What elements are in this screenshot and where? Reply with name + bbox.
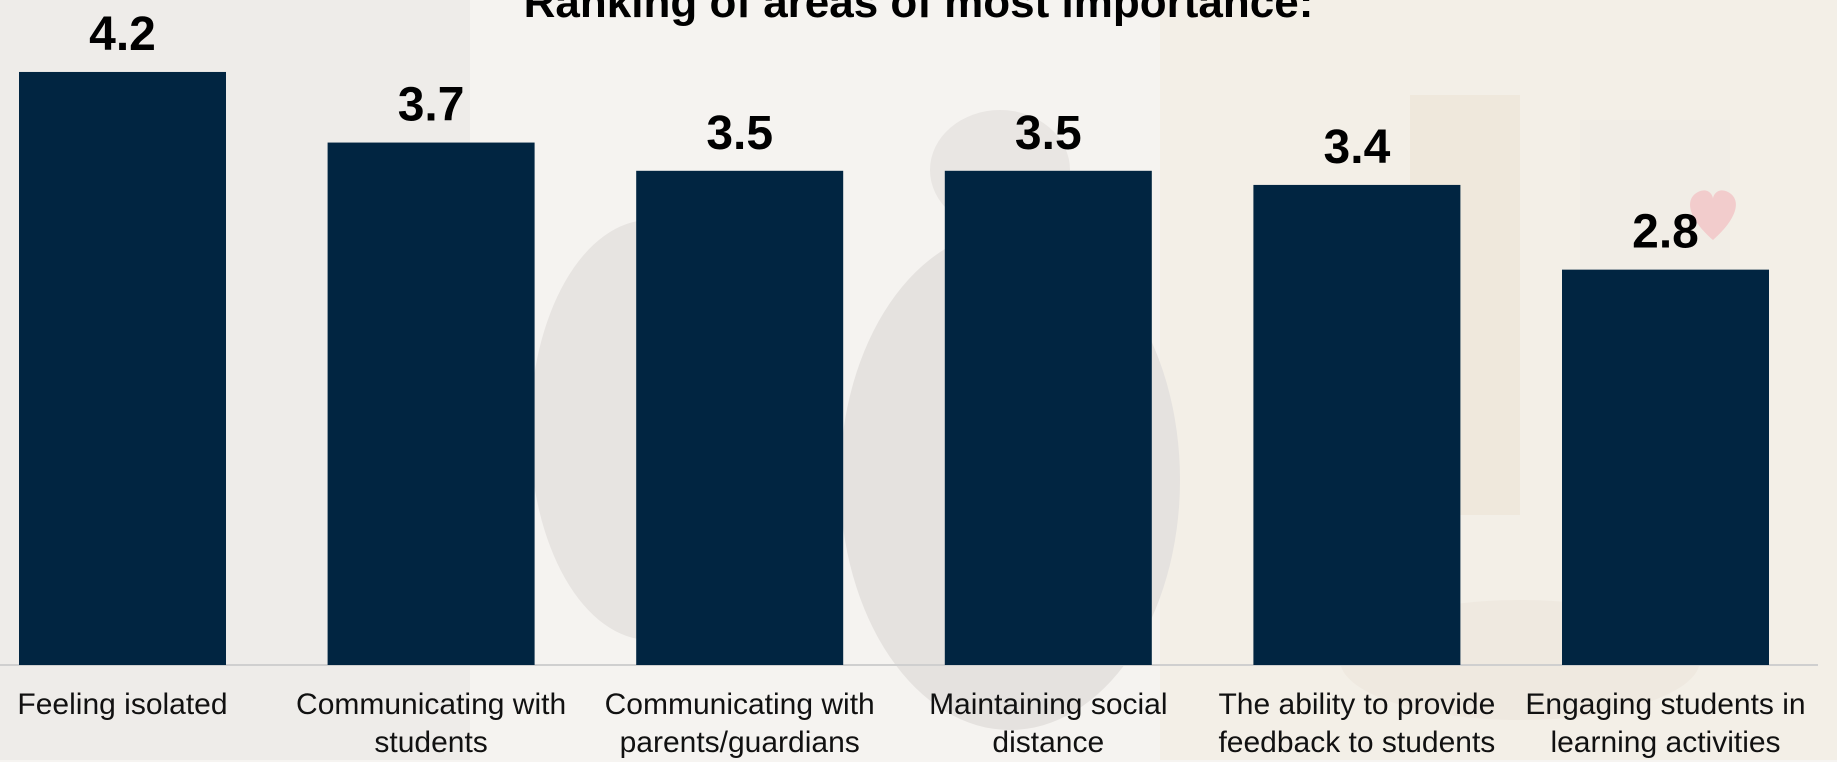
category-label-1: Feeling isolated xyxy=(17,688,228,721)
category-label-4: Maintaining social distance xyxy=(929,688,1168,759)
data-label-1: 4.2 xyxy=(89,8,156,61)
data-label-6: 2.8 xyxy=(1632,206,1699,259)
category-label-3: Communicating with parents/guardians xyxy=(604,688,875,759)
bar-4 xyxy=(944,170,1152,666)
data-label-4: 3.5 xyxy=(1015,107,1082,160)
data-label-3: 3.5 xyxy=(706,107,773,160)
bar-2 xyxy=(327,142,535,665)
category-label-6: Engaging students in learning activities xyxy=(1525,688,1806,759)
data-label-5: 3.4 xyxy=(1324,121,1391,174)
category-label-5: The ability to provide feedback to stude… xyxy=(1218,688,1496,759)
data-label-2: 3.7 xyxy=(398,79,465,132)
bar-6 xyxy=(1562,269,1769,665)
bar-3 xyxy=(636,170,844,666)
category-label-2: Communicating with students xyxy=(296,688,567,759)
chart-title: Ranking of areas of most importance: xyxy=(523,0,1314,27)
bar-5 xyxy=(1253,184,1461,666)
bar-1 xyxy=(19,71,226,665)
heart-logo-icon xyxy=(1690,190,1736,240)
